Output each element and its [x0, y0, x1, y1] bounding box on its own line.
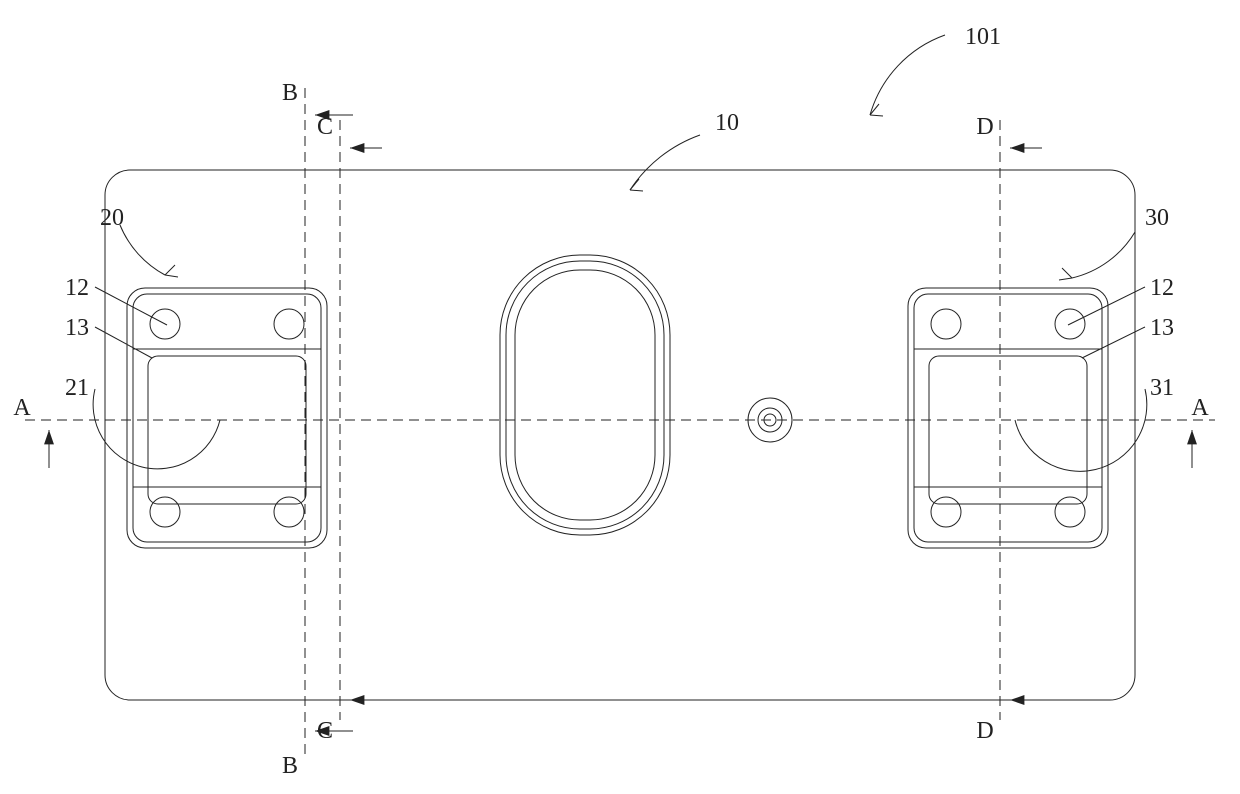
svg-text:13: 13	[1150, 315, 1174, 341]
svg-text:12: 12	[1150, 275, 1174, 301]
svg-text:A: A	[13, 395, 31, 421]
svg-text:C: C	[317, 718, 333, 744]
svg-text:31: 31	[1150, 375, 1174, 401]
technical-drawing: AABBCCDD101102012132130121331	[0, 0, 1240, 794]
plate-outline	[105, 170, 1135, 700]
svg-text:D: D	[976, 114, 993, 140]
svg-text:12: 12	[65, 275, 89, 301]
svg-text:10: 10	[715, 110, 739, 136]
svg-text:C: C	[317, 114, 333, 140]
svg-text:21: 21	[65, 375, 89, 401]
svg-text:D: D	[976, 718, 993, 744]
svg-text:A: A	[1191, 395, 1209, 421]
svg-text:B: B	[282, 80, 298, 106]
svg-text:13: 13	[65, 315, 89, 341]
svg-text:30: 30	[1145, 205, 1169, 231]
svg-text:101: 101	[965, 24, 1001, 50]
svg-text:B: B	[282, 753, 298, 779]
